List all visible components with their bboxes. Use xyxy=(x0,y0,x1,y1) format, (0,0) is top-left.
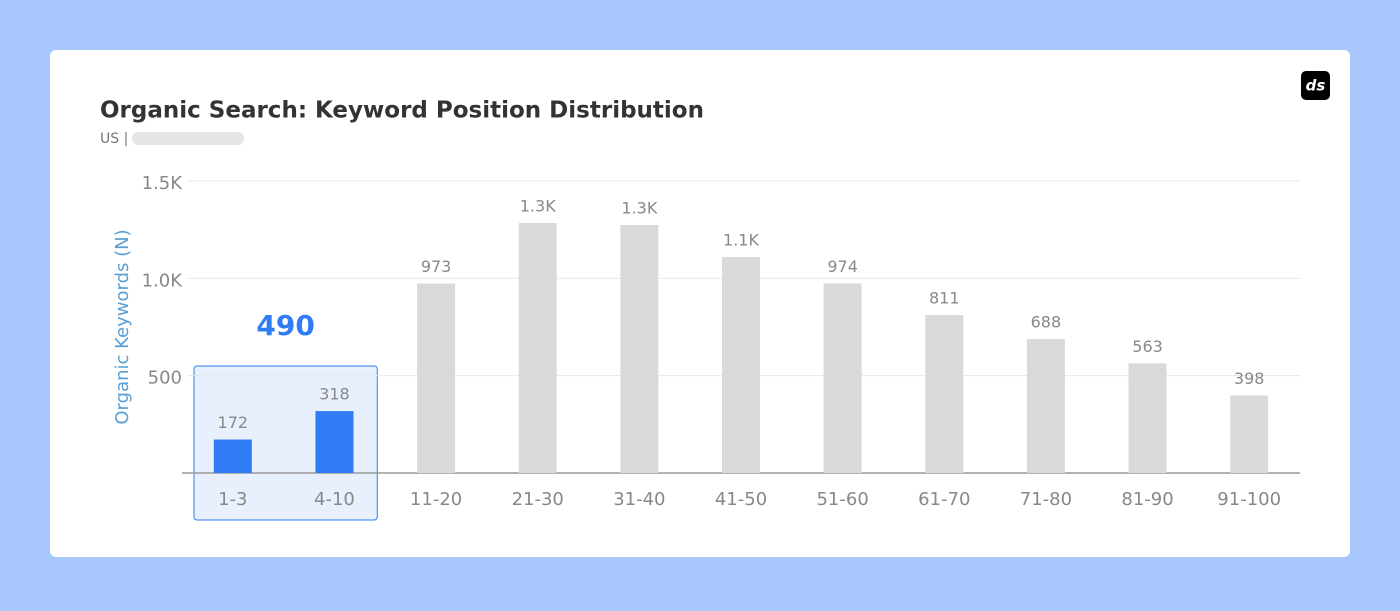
x-tick-label: 41-50 xyxy=(715,489,767,510)
value-label: 811 xyxy=(929,289,960,308)
bar xyxy=(823,283,862,473)
blurred-domain xyxy=(132,132,244,145)
y-axis-title: Organic Keywords (N) xyxy=(112,229,133,424)
value-label: 973 xyxy=(421,257,452,276)
value-label: 172 xyxy=(218,413,249,432)
x-tick-label: 81-90 xyxy=(1121,489,1173,510)
bar xyxy=(1128,363,1167,473)
y-tick-label: 1.5K xyxy=(142,173,184,194)
value-label: 1.3K xyxy=(621,198,657,217)
value-label: 398 xyxy=(1234,369,1265,388)
bar xyxy=(315,411,354,473)
bar xyxy=(417,283,456,473)
x-tick-label: 11-20 xyxy=(410,489,462,510)
y-tick-label: 1.0K xyxy=(142,270,184,291)
value-label: 318 xyxy=(319,385,350,404)
value-label: 1.1K xyxy=(723,231,759,250)
x-tick-label: 1-3 xyxy=(218,489,247,510)
bar xyxy=(925,315,964,473)
highlight-total: 490 xyxy=(256,309,314,342)
value-label: 563 xyxy=(1132,337,1163,356)
bar xyxy=(213,439,252,473)
x-tick-label: 31-40 xyxy=(613,489,665,510)
x-tick-label: 4-10 xyxy=(314,489,355,510)
bar xyxy=(518,223,557,473)
bar xyxy=(722,257,760,473)
highlight-box xyxy=(193,365,378,521)
bar xyxy=(1230,395,1269,473)
value-label: 974 xyxy=(827,257,858,276)
bar xyxy=(1026,339,1065,473)
value-label: 1.3K xyxy=(520,197,556,216)
x-tick-label: 91-100 xyxy=(1217,489,1281,510)
chart-title: Organic Search: Keyword Position Distrib… xyxy=(100,98,704,124)
bar xyxy=(620,224,659,473)
y-tick-label: 500 xyxy=(148,368,182,389)
value-label: 688 xyxy=(1031,313,1062,332)
x-tick-label: 71-80 xyxy=(1020,489,1072,510)
x-tick-label: 51-60 xyxy=(816,489,868,510)
logo-badge xyxy=(1301,71,1330,100)
chart-subtitle: US | xyxy=(100,131,128,147)
logo: ds xyxy=(1306,77,1326,95)
x-tick-label: 21-30 xyxy=(512,489,564,510)
x-tick-label: 61-70 xyxy=(918,489,970,510)
